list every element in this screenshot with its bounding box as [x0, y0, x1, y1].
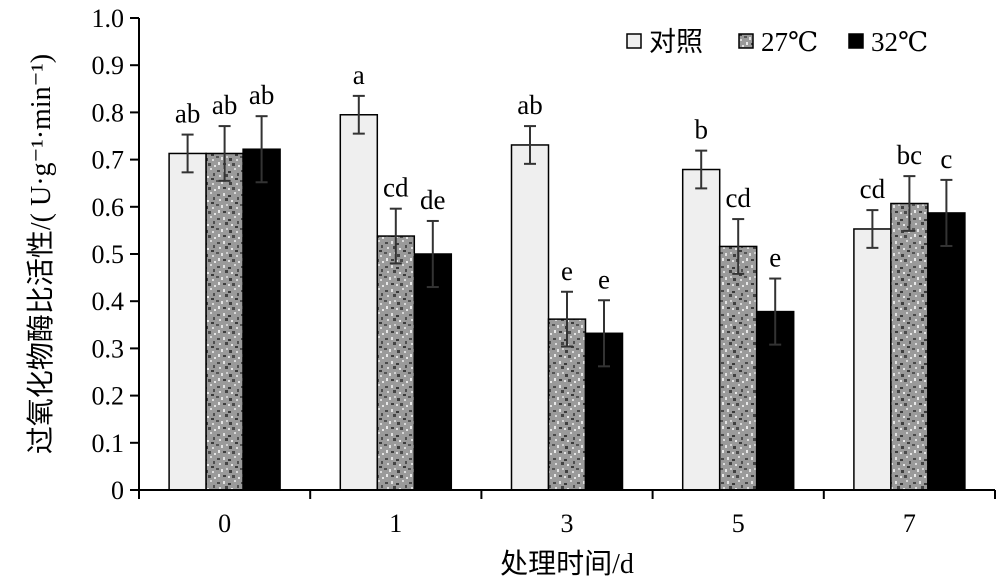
bar	[927, 212, 966, 491]
significance-label: e	[561, 256, 573, 286]
bar	[242, 148, 281, 491]
significance-label: e	[598, 264, 610, 294]
error-bars	[181, 94, 953, 368]
significance-label: cd	[860, 174, 886, 204]
significance-label: ab	[249, 80, 274, 110]
legend-swatch	[738, 33, 754, 49]
bar	[168, 152, 207, 491]
legend-swatch	[626, 33, 642, 49]
y-tick-label: 0.3	[92, 334, 125, 363]
significance-label: a	[353, 60, 365, 90]
significance-label: bc	[897, 140, 923, 170]
bar	[890, 202, 929, 491]
x-tick-label: 5	[732, 509, 745, 538]
x-tick-label: 0	[218, 509, 231, 538]
significance-label: de	[420, 185, 446, 215]
significance-label: e	[769, 243, 781, 273]
y-tick-label: 0.8	[92, 98, 125, 127]
x-axis-title: 处理时间/d	[500, 548, 634, 580]
axis-lines	[138, 18, 995, 491]
significance-label: ab	[212, 90, 237, 120]
y-axis: 0 0.1 0.2 0.3 0.4 0.5 0.6 0.7 0.8 0.9 1.0	[92, 4, 139, 505]
significance-label: ab	[517, 90, 542, 120]
y-tick-label: 0.2	[92, 382, 125, 411]
bar	[853, 228, 892, 491]
bar	[376, 235, 416, 491]
bar	[681, 168, 721, 491]
y-tick-label: 0.9	[92, 51, 125, 80]
bar	[718, 245, 758, 491]
legend-label: 27℃	[761, 27, 818, 57]
y-tick-label: 0	[111, 476, 124, 505]
y-tick-label: 1.0	[92, 4, 125, 33]
legend-swatch	[848, 33, 864, 49]
legend-label: 对照	[649, 27, 703, 57]
x-tick-label: 3	[561, 509, 574, 538]
x-tick-label: 1	[389, 509, 402, 538]
y-tick-label: 0.4	[92, 287, 125, 316]
legend: 对照 27℃ 32℃	[626, 27, 928, 57]
significance-label: cd	[383, 173, 409, 203]
bar	[205, 152, 244, 491]
significance-label: b	[694, 115, 708, 145]
bar	[413, 253, 453, 491]
significance-label: c	[940, 144, 952, 174]
y-tick-label: 0.1	[92, 429, 125, 458]
legend-label: 32℃	[871, 27, 928, 57]
x-tick-label: 7	[903, 509, 916, 538]
bar	[547, 318, 587, 491]
significance-label: ab	[175, 99, 200, 129]
y-tick-label: 0.7	[92, 146, 125, 175]
bar	[339, 114, 379, 491]
y-axis-title: 过氧化物酶比活性/( U·g⁻¹·min⁻¹)	[25, 54, 57, 454]
y-tick-label: 0.6	[92, 193, 125, 222]
x-axis: 0 1 3 5 7	[138, 490, 996, 538]
bar	[510, 144, 550, 491]
significance-label: cd	[725, 183, 751, 213]
y-tick-label: 0.5	[92, 240, 125, 269]
